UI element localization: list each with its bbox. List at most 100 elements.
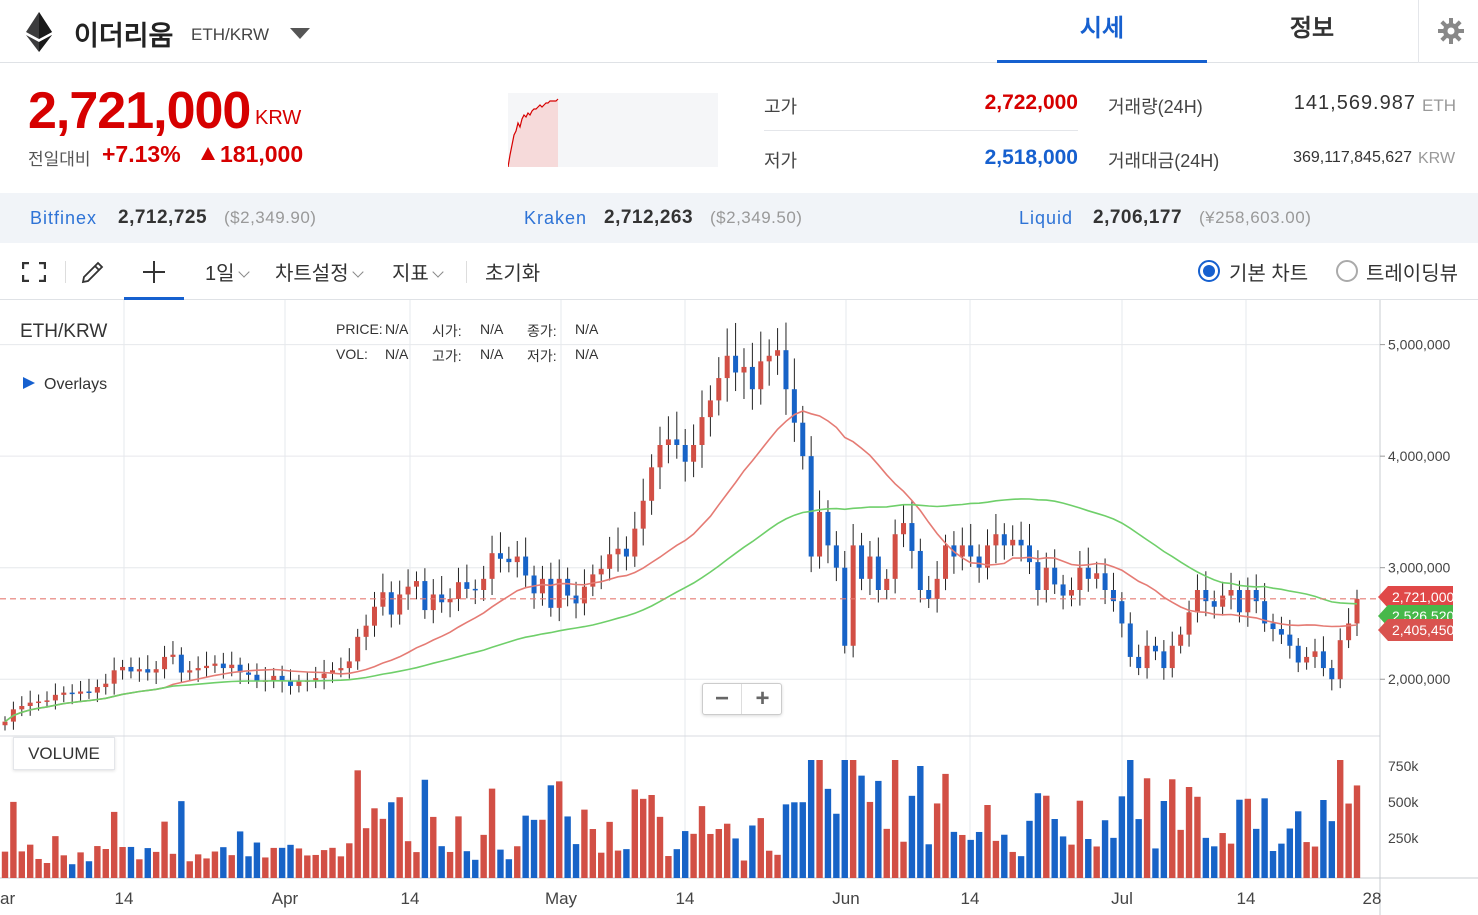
price-chart[interactable]: 5,000,000 4,000,000 3,000,000 2,000,000 750k… bbox=[0, 300, 1478, 915]
candle bbox=[1085, 567, 1091, 579]
volume-bar bbox=[379, 818, 387, 878]
candle bbox=[808, 456, 814, 557]
low-value: 2,518,000 bbox=[984, 146, 1078, 169]
sparkline-chart bbox=[507, 93, 718, 168]
volume-bar bbox=[1303, 842, 1310, 878]
candle bbox=[1262, 601, 1268, 624]
y-tick-label: 2,000,000 bbox=[1388, 671, 1450, 687]
tab-info[interactable]: 정보 bbox=[1289, 15, 1335, 42]
volume-bar bbox=[119, 847, 126, 878]
volume-bar bbox=[690, 833, 697, 878]
candle bbox=[1077, 567, 1083, 590]
pencil-icon[interactable] bbox=[80, 259, 106, 285]
candle bbox=[691, 445, 697, 462]
volume-bar bbox=[1152, 848, 1159, 878]
volume-bar bbox=[1169, 779, 1176, 878]
volume-bar bbox=[1017, 856, 1025, 878]
candle bbox=[766, 355, 772, 362]
zoom-in-button[interactable]: + bbox=[755, 685, 770, 712]
volume-bar bbox=[1110, 837, 1117, 878]
change-amount: 181,000 bbox=[220, 141, 304, 167]
candle bbox=[943, 545, 949, 579]
candle bbox=[145, 669, 151, 673]
candle bbox=[19, 706, 25, 710]
candle bbox=[506, 558, 512, 563]
candle bbox=[229, 664, 235, 669]
crosshair-button[interactable] bbox=[124, 243, 184, 300]
interval-dropdown[interactable]: 1일 bbox=[205, 257, 250, 286]
volume-bar bbox=[514, 846, 521, 878]
volume-bar bbox=[312, 854, 319, 878]
chart-toolbar: 1일 차트설정 지표 초기화 기본 차트 트레이딩뷰 bbox=[0, 243, 1478, 300]
volume-bar bbox=[354, 770, 361, 878]
volume-bar bbox=[539, 819, 546, 878]
volume-bar bbox=[463, 851, 471, 878]
volume-bar bbox=[665, 856, 672, 878]
volume-bar bbox=[1051, 819, 1058, 878]
candle bbox=[1094, 573, 1100, 579]
volume-bar bbox=[598, 852, 605, 878]
high-value: 2,722,000 bbox=[984, 91, 1078, 114]
candle bbox=[1245, 590, 1251, 613]
candle bbox=[1152, 645, 1158, 652]
tradingview-label[interactable]: 트레이딩뷰 bbox=[1366, 263, 1458, 285]
indicators-dropdown[interactable]: 지표 bbox=[392, 257, 444, 286]
volume-bar bbox=[1135, 819, 1142, 878]
settings-button[interactable] bbox=[1418, 0, 1478, 63]
overlays-toggle[interactable]: Overlays bbox=[44, 376, 108, 393]
candle bbox=[783, 350, 789, 390]
exchange-name[interactable]: Kraken bbox=[524, 208, 588, 228]
volume-bar bbox=[1278, 843, 1285, 878]
exchange-price: 2,712,725 bbox=[118, 207, 208, 228]
exchange-name[interactable]: Liquid bbox=[1019, 208, 1074, 228]
basic-chart-radio[interactable] bbox=[1198, 260, 1220, 282]
zoom-out-button[interactable]: − bbox=[703, 684, 742, 714]
candle bbox=[1220, 595, 1226, 607]
candle bbox=[338, 668, 344, 671]
volume-bar bbox=[43, 863, 51, 878]
volume-bar bbox=[564, 816, 571, 878]
volume-bar bbox=[833, 813, 840, 878]
candle bbox=[565, 578, 571, 596]
candle bbox=[472, 588, 478, 591]
volume-bar bbox=[849, 760, 857, 878]
tab-price[interactable]: 시세 bbox=[997, 0, 1207, 63]
volume-bar bbox=[152, 851, 160, 878]
basic-chart-label[interactable]: 기본 차트 bbox=[1229, 263, 1309, 285]
candle bbox=[397, 594, 403, 615]
volume-bar bbox=[413, 852, 420, 878]
volume-bar bbox=[589, 829, 597, 878]
volume-bar bbox=[883, 828, 890, 878]
x-tick-label: 14 bbox=[961, 889, 980, 908]
candle bbox=[481, 578, 487, 590]
candle bbox=[632, 528, 638, 557]
ethereum-logo-icon bbox=[26, 12, 52, 52]
candle bbox=[111, 670, 117, 684]
chart-settings-dropdown[interactable]: 차트설정 bbox=[275, 257, 364, 286]
chart-canvas[interactable]: 5,000,000 4,000,000 3,000,000 2,000,000 750k… bbox=[0, 300, 1478, 915]
volume-bar bbox=[1160, 801, 1168, 878]
candle bbox=[623, 548, 629, 557]
info-label: PRICE: bbox=[336, 321, 383, 337]
price-unit: KRW bbox=[255, 107, 302, 129]
candle bbox=[934, 578, 940, 599]
tradingview-radio[interactable] bbox=[1336, 260, 1358, 282]
crosshair-icon bbox=[143, 261, 165, 283]
chevron-down-icon[interactable] bbox=[290, 28, 310, 40]
exchange-name[interactable]: Bitfinex bbox=[30, 208, 98, 228]
volume-bar bbox=[774, 854, 781, 878]
volume-bar bbox=[438, 846, 445, 878]
volume-bar bbox=[1009, 851, 1016, 878]
candle bbox=[1337, 640, 1343, 680]
triangle-right-icon[interactable] bbox=[23, 377, 35, 389]
reset-button[interactable]: 초기화 bbox=[485, 263, 541, 285]
volume-bar bbox=[1177, 829, 1184, 878]
fullscreen-icon[interactable] bbox=[22, 262, 46, 282]
volume-bar bbox=[371, 808, 378, 878]
volume-bar bbox=[253, 842, 261, 878]
volume-bar bbox=[807, 760, 815, 878]
candle bbox=[128, 666, 134, 672]
amount-unit: KRW bbox=[1418, 150, 1456, 167]
candle bbox=[497, 553, 503, 559]
gear-icon bbox=[1438, 18, 1464, 44]
